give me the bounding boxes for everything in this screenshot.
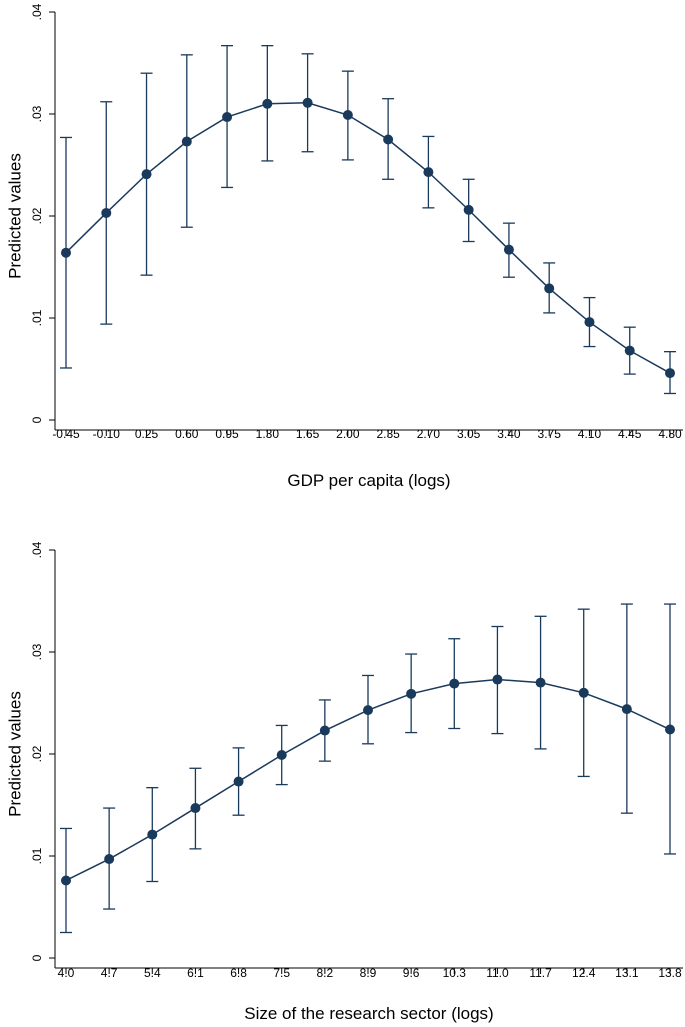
x-tick-label: 11.7 (529, 966, 552, 980)
x-tick-label: 12.4 (572, 966, 596, 980)
x-tick-label: 4.7 (101, 966, 118, 980)
data-point (463, 204, 474, 215)
y-tick-label: .01 (30, 847, 44, 864)
data-point (147, 829, 158, 840)
data-point (665, 368, 675, 379)
data-point (181, 136, 192, 147)
x-tick-label: 0.25 (135, 427, 159, 441)
data-point (302, 97, 313, 108)
x-tick-label: -0.10 (93, 427, 121, 441)
data-point (61, 247, 71, 258)
data-point (233, 776, 244, 787)
x-tick-label: 4.0 (58, 966, 75, 980)
data-point (363, 705, 373, 716)
data-point (544, 283, 555, 294)
y-axis-title: Predicted values (5, 153, 24, 279)
data-point (141, 169, 152, 180)
y-axis-title: Predicted values (5, 691, 24, 817)
data-point (101, 207, 112, 218)
x-tick-label: 3.40 (497, 427, 521, 441)
x-tick-label: 2.70 (417, 427, 441, 441)
x-tick-label: 0.95 (215, 427, 239, 441)
x-tick-label: 1.30 (256, 427, 280, 441)
x-tick-label: 4.10 (578, 427, 602, 441)
x-tick-label: 0.60 (175, 427, 199, 441)
data-point (276, 750, 287, 761)
data-point (578, 687, 589, 698)
y-tick-label: .02 (30, 745, 44, 762)
data-point (190, 803, 201, 814)
x-axis-title: GDP per capita (logs) (287, 471, 450, 490)
x-tick-label: 11.0 (486, 966, 509, 980)
x-tick-label: 6.8 (230, 966, 247, 980)
data-point (665, 724, 675, 735)
data-point (104, 854, 115, 865)
x-tick-label: 8.2 (317, 966, 334, 980)
x-tick-label: 4.45 (618, 427, 642, 441)
series-line (65, 102, 671, 374)
x-tick-label: 2.35 (376, 427, 400, 441)
x-tick-label: 5.4 (144, 966, 161, 980)
x-tick-label: 8.9 (360, 966, 377, 980)
data-point (449, 678, 460, 689)
x-tick-label: -0.45 (52, 427, 80, 441)
data-point (503, 244, 514, 255)
data-point (222, 112, 233, 123)
y-tick-label: .03 (30, 105, 44, 122)
data-point (383, 134, 394, 145)
data-point (319, 725, 330, 736)
x-tick-label: 4.80 (658, 427, 682, 441)
x-tick-label: 9.6 (403, 966, 420, 980)
x-tick-label: 13.8 (658, 966, 682, 980)
y-tick-label: 0 (30, 416, 44, 423)
data-point (61, 875, 71, 886)
data-point (423, 167, 434, 178)
x-axis-title: Size of the research sector (logs) (244, 1004, 493, 1023)
y-tick-label: .02 (30, 207, 44, 224)
data-point (342, 110, 353, 121)
x-tick-label: 3.05 (457, 427, 481, 441)
y-tick-label: .04 (30, 541, 44, 558)
x-tick-label: 1.65 (296, 427, 320, 441)
data-point (624, 345, 635, 356)
data-point (406, 688, 417, 699)
x-tick-label: 13.1 (615, 966, 639, 980)
x-tick-label: 7.5 (273, 966, 290, 980)
data-point (535, 677, 546, 688)
data-point (621, 704, 632, 715)
y-tick-label: .01 (30, 309, 44, 326)
y-tick-label: 0 (30, 954, 44, 961)
research-sector-chart: 0 .01 .02 .03 .04 4.0 4.7 5.4 6.1 6.8 7.5 8.2 8.9 9.6… (5, 541, 683, 1023)
y-tick-label: .04 (30, 3, 44, 20)
y-tick-label: .03 (30, 643, 44, 660)
data-point (262, 98, 273, 109)
x-tick-label: 2.00 (336, 427, 360, 441)
x-tick-label: 6.1 (187, 966, 204, 980)
gdp-chart: 0 .01 .02 .03 .04 -0.45 -0.10 0.25 0.60 0.95 1.30 1… (5, 3, 683, 490)
x-tick-label: 10.3 (443, 966, 467, 980)
x-tick-label: 3.75 (538, 427, 562, 441)
data-point (492, 674, 503, 685)
data-point (584, 317, 595, 328)
